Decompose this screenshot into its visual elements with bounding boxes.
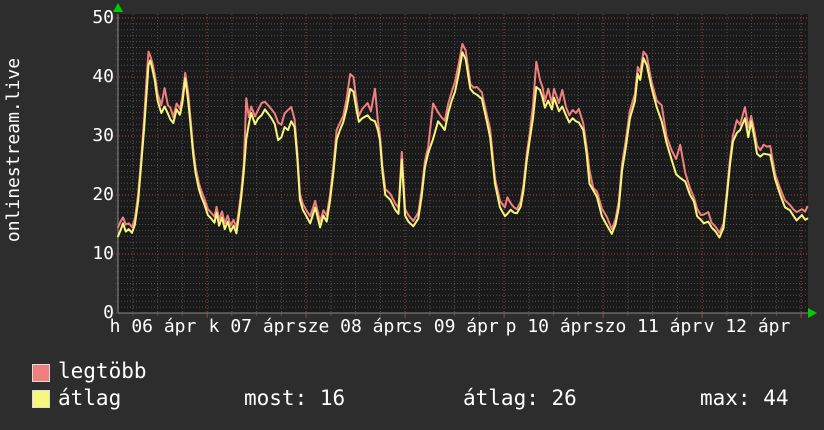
y-tick-label: 0 [103,302,114,323]
y-tick-label: 50 [92,7,114,28]
y-tick-label: 40 [92,66,114,87]
legend-label-legtobb: legtöbb [58,359,147,383]
y-tick-label: 30 [92,125,114,146]
y-axis-title: onlinestream.live [3,57,24,243]
x-day-label: cs 09 ápr [401,316,499,337]
x-day-label: v 12 ápr [703,316,791,337]
legend-swatch-legtobb [32,364,50,382]
x-day-label: k 07 ápr [208,316,296,337]
x-day-label: p 10 ápr [505,316,593,337]
stat-atlag: átlag: 26 [463,386,577,410]
stat-max: max: 44 [700,386,789,410]
stat-most: most: 16 [244,386,346,410]
legend-swatch-atlag [32,390,50,408]
x-day-label: sze 08 ápr [296,316,406,337]
y-tick-label: 20 [92,184,114,205]
x-day-label: szo 11 ápr [593,316,703,337]
y-tick-label: 10 [92,243,114,264]
x-day-label: h 06 ápr [109,316,197,337]
legend-label-atlag: átlag [58,386,122,410]
